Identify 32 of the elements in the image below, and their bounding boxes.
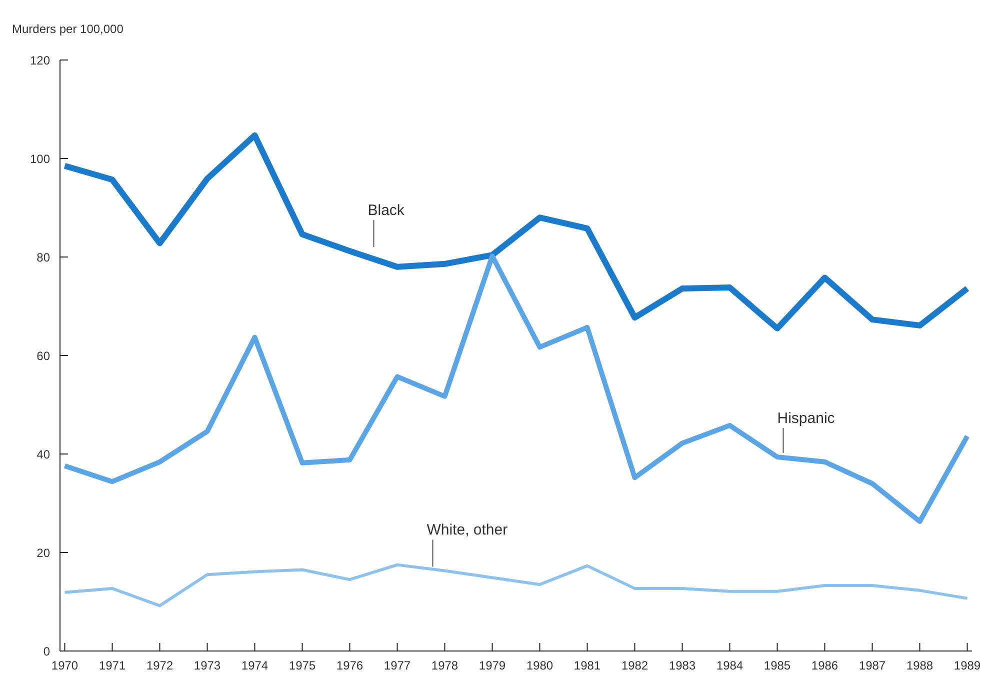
x-tick-label: 1985 xyxy=(764,658,791,673)
y-tick-label: 40 xyxy=(36,447,50,462)
x-tick-label: 1980 xyxy=(526,658,554,673)
x-tick-label: 1984 xyxy=(716,658,744,673)
x-tick-label: 1979 xyxy=(478,658,506,673)
x-tick-label: 1974 xyxy=(241,658,268,673)
text: Black xyxy=(368,202,405,220)
series-label: White, other xyxy=(426,522,508,539)
x-tick-label: 1989 xyxy=(954,658,981,673)
y-axis-title: Murders per 100,000 xyxy=(12,22,124,36)
x-tick-label: 1977 xyxy=(384,658,411,673)
x-tick-label: 1988 xyxy=(906,658,934,673)
series-label: Hispanic xyxy=(777,410,836,427)
x-tick-label: 1976 xyxy=(336,658,364,673)
y-tick-label: 120 xyxy=(30,53,50,68)
y-tick-label: 100 xyxy=(30,152,50,166)
x-tick-label: 1982 xyxy=(621,658,648,673)
y-tick-label: 80 xyxy=(36,250,50,264)
x-tick-label: 1970 xyxy=(51,658,78,673)
x-tick-label: 1981 xyxy=(574,658,601,673)
x-tick-label: 1972 xyxy=(146,658,174,673)
x-tick-label: 1978 xyxy=(431,658,458,673)
x-tick-label: 1975 xyxy=(288,658,316,673)
x-tick-label: 1987 xyxy=(858,658,886,673)
y-tick-label: 20 xyxy=(36,546,50,560)
x-tick-label: 1973 xyxy=(194,658,221,673)
line-series xyxy=(63,563,969,608)
x-tick-label: 1971 xyxy=(98,658,126,673)
y-tick-label: 60 xyxy=(36,348,50,363)
x-tick-label: 1986 xyxy=(811,658,838,673)
x-tick-label: 1983 xyxy=(668,658,696,673)
y-tick-label: 0 xyxy=(43,644,50,658)
